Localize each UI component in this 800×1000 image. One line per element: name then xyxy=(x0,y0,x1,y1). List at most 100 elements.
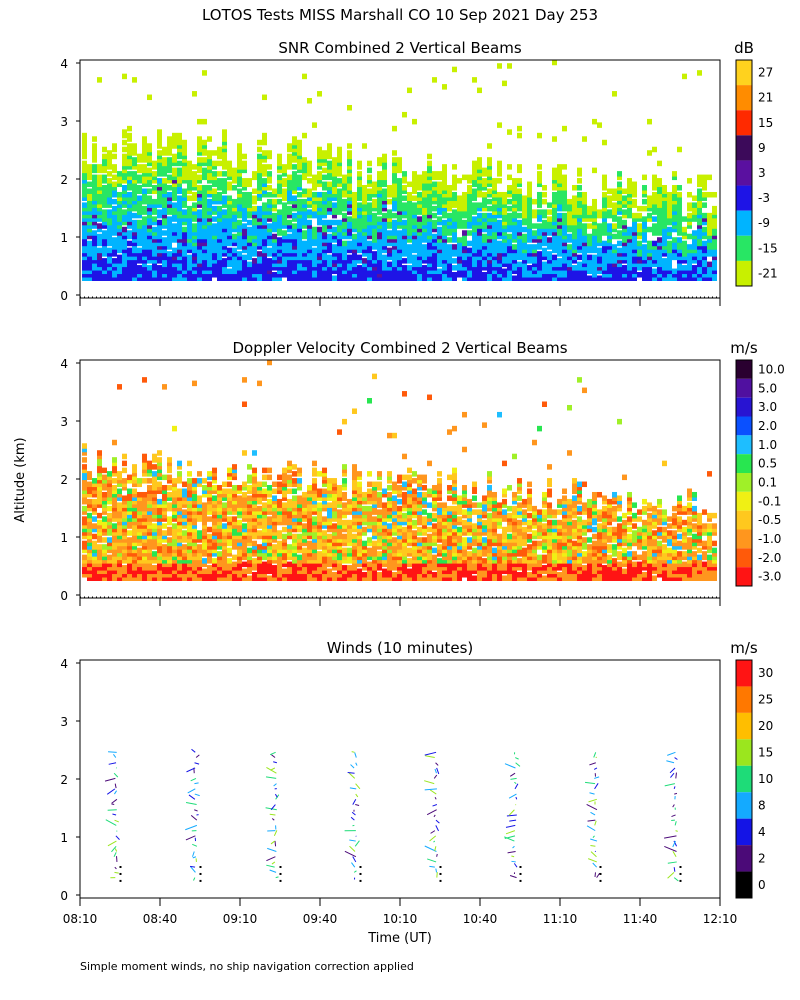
heatmap-cell xyxy=(302,174,307,181)
heatmap-cell xyxy=(292,565,297,571)
heatmap-cell xyxy=(432,244,437,250)
heatmap-cell xyxy=(407,258,412,264)
heatmap-cell xyxy=(137,561,142,568)
heatmap-cell xyxy=(132,226,137,233)
heatmap-cell xyxy=(192,495,197,501)
heatmap-cell xyxy=(532,237,537,243)
heatmap-cell xyxy=(112,502,117,508)
heatmap-cell xyxy=(312,495,317,501)
heatmap-cell xyxy=(167,198,172,205)
heatmap-cell xyxy=(187,268,192,275)
heatmap-cell xyxy=(647,198,652,205)
heatmap-cell xyxy=(237,551,242,557)
heatmap-cell xyxy=(447,219,452,226)
heatmap-cell xyxy=(207,191,212,198)
heatmap-cell xyxy=(117,478,122,484)
heatmap-cell xyxy=(312,178,317,184)
heatmap-cell xyxy=(402,230,407,236)
heatmap-cell xyxy=(512,268,517,275)
heatmap-cell xyxy=(267,359,272,366)
heatmap-cell xyxy=(582,240,587,247)
heatmap-cell xyxy=(497,226,502,233)
heatmap-cell xyxy=(87,223,92,229)
heatmap-cell xyxy=(397,254,402,261)
heatmap-cell xyxy=(342,254,347,261)
heatmap-cell xyxy=(242,191,247,198)
heatmap-cell xyxy=(157,516,162,522)
heatmap-cell xyxy=(237,195,242,201)
heatmap-cell xyxy=(262,226,267,233)
heatmap-cell xyxy=(292,478,297,484)
heatmap-cell xyxy=(382,178,387,184)
heatmap-cell xyxy=(257,547,262,554)
heatmap-cell xyxy=(437,216,442,222)
heatmap-cell xyxy=(147,265,152,271)
heatmap-cell xyxy=(132,554,137,561)
heatmap-cell xyxy=(102,160,107,167)
heatmap-cell xyxy=(257,572,262,578)
heatmap-cell xyxy=(537,171,542,177)
heatmap-cell xyxy=(207,136,212,142)
heatmap-cell xyxy=(392,237,397,243)
heatmap-cell xyxy=(192,212,197,219)
heatmap-cell xyxy=(502,240,507,247)
heatmap-cell xyxy=(107,478,112,484)
heatmap-cell xyxy=(122,129,127,135)
heatmap-cell xyxy=(102,474,107,481)
heatmap-cell xyxy=(82,471,87,477)
heatmap-cell xyxy=(387,216,392,222)
heatmap-cell xyxy=(427,153,432,160)
heatmap-cell xyxy=(277,474,282,481)
heatmap-cell xyxy=(497,209,502,215)
heatmap-cell xyxy=(267,516,272,522)
heatmap-cell xyxy=(92,568,97,575)
heatmap-cell xyxy=(427,198,432,205)
heatmap-cell xyxy=(257,544,262,550)
heatmap-cell xyxy=(102,265,107,271)
heatmap-cell xyxy=(277,188,282,194)
heatmap-cell xyxy=(112,143,117,149)
heatmap-cell xyxy=(592,212,597,219)
heatmap-cell xyxy=(292,178,297,184)
heatmap-cell xyxy=(222,526,227,533)
heatmap-cell xyxy=(187,258,192,264)
heatmap-cell xyxy=(482,261,487,268)
heatmap-cell xyxy=(147,251,152,257)
heatmap-cell xyxy=(162,554,167,561)
heatmap-cell xyxy=(247,240,252,247)
heatmap-cell xyxy=(167,537,172,543)
heatmap-cell xyxy=(692,230,697,236)
heatmap-cell xyxy=(192,230,197,236)
heatmap-cell xyxy=(487,258,492,264)
heatmap-cell xyxy=(487,212,492,219)
heatmap-cell xyxy=(232,544,237,550)
heatmap-cell xyxy=(107,275,112,281)
heatmap-cell xyxy=(197,244,202,250)
heatmap-cell xyxy=(412,174,417,181)
heatmap-cell xyxy=(522,216,527,222)
heatmap-cell xyxy=(212,265,217,271)
heatmap-cell xyxy=(117,212,122,219)
heatmap-cell xyxy=(532,247,537,254)
heatmap-cell xyxy=(82,167,87,174)
heatmap-cell xyxy=(82,565,87,571)
heatmap-cell xyxy=(82,136,87,142)
heatmap-cell xyxy=(172,537,177,543)
colorbar-frame xyxy=(735,59,753,287)
heatmap-cell xyxy=(137,226,142,233)
heatmap-cell xyxy=(567,258,572,264)
heatmap-cell xyxy=(132,247,137,254)
heatmap-cell xyxy=(417,244,422,250)
heatmap-cell xyxy=(122,258,127,264)
heatmap-cell xyxy=(152,488,157,494)
heatmap-cell xyxy=(552,205,557,212)
heatmap-cell xyxy=(582,275,587,281)
heatmap-cell xyxy=(177,540,182,547)
heatmap-cell xyxy=(357,237,362,243)
heatmap-cell xyxy=(122,265,127,271)
heatmap-cell xyxy=(177,530,182,536)
heatmap-cell xyxy=(102,198,107,205)
heatmap-cell xyxy=(227,474,232,481)
heatmap-cell xyxy=(87,558,92,564)
